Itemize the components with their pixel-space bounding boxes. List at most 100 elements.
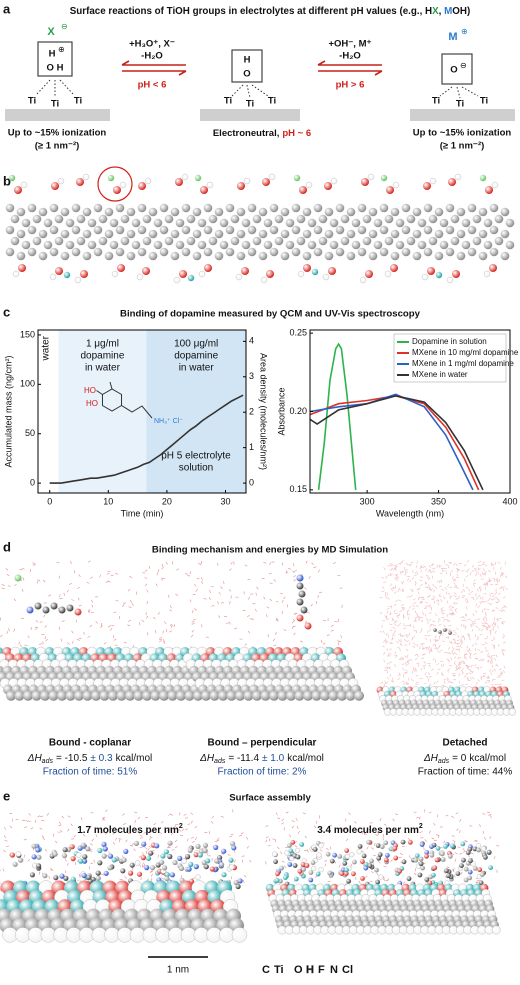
water [323, 620, 327, 622]
y-axis-title: Accumulated mass (ng/cm²) [3, 355, 13, 467]
water [428, 830, 431, 834]
water [467, 618, 471, 621]
water [448, 605, 451, 609]
water [422, 611, 424, 615]
atom [136, 273, 144, 281]
water [368, 829, 372, 832]
water [128, 606, 132, 608]
water [194, 837, 197, 840]
x-tick-label: 30 [220, 496, 230, 506]
water [401, 845, 405, 848]
panel-label: d [3, 539, 11, 554]
atom [500, 207, 510, 217]
water [377, 860, 381, 864]
water [385, 615, 387, 619]
atom [62, 847, 68, 853]
water [412, 636, 415, 639]
water [200, 624, 203, 628]
water [441, 610, 443, 614]
water [486, 581, 489, 585]
water [423, 665, 425, 670]
water [452, 601, 456, 605]
reagents: +OH⁻, M⁺ [328, 39, 371, 50]
water [492, 609, 494, 613]
water [503, 665, 506, 669]
water [385, 632, 388, 636]
atom [368, 251, 378, 261]
atom [197, 852, 203, 858]
atom [401, 203, 411, 213]
surface-model [5, 166, 515, 284]
water [404, 669, 408, 672]
water [32, 562, 36, 565]
water [455, 584, 457, 588]
water [446, 866, 450, 869]
water [459, 644, 462, 648]
atom [70, 856, 76, 862]
water [452, 672, 456, 675]
atom [465, 850, 471, 855]
water [417, 615, 421, 619]
atom [335, 203, 345, 213]
water [439, 580, 441, 584]
atom [176, 690, 186, 701]
water [201, 577, 203, 581]
water [383, 567, 386, 570]
atom [424, 877, 430, 882]
atom [505, 218, 515, 228]
atom [120, 868, 126, 874]
water [3, 835, 6, 839]
atom [335, 225, 345, 235]
water [419, 630, 422, 634]
atom [335, 247, 345, 257]
water [41, 835, 45, 838]
atom [489, 225, 499, 235]
water [497, 562, 501, 564]
water [404, 655, 408, 659]
water [426, 630, 429, 634]
atom [177, 855, 183, 862]
atom [104, 207, 114, 217]
water [418, 663, 420, 667]
water [416, 662, 420, 665]
atom [351, 240, 361, 250]
atom [328, 690, 339, 701]
water [430, 647, 432, 651]
water [272, 838, 276, 840]
atom [477, 867, 483, 873]
water [386, 618, 389, 621]
atom [219, 240, 229, 250]
energy: ΔHads = -10.5 ± 0.3 kcal/mol [27, 753, 153, 765]
atom [82, 690, 93, 701]
water [440, 599, 443, 603]
atom [126, 229, 136, 239]
water [281, 818, 284, 822]
y2-tick-label: 4 [249, 336, 254, 346]
atom [400, 839, 406, 845]
water [498, 674, 502, 677]
x-tick-label: 0 [47, 496, 52, 506]
water [395, 564, 398, 567]
atom [231, 845, 237, 851]
atom [80, 270, 88, 278]
atom [208, 214, 218, 224]
atom [461, 240, 471, 250]
atom [345, 690, 356, 701]
caption: 1.7 molecules per nm2 [77, 823, 183, 836]
water [294, 845, 298, 848]
water [390, 583, 392, 587]
atom [461, 218, 471, 228]
atom [439, 240, 449, 250]
atom [303, 690, 313, 701]
water [501, 606, 504, 609]
atom [154, 843, 160, 849]
water [40, 815, 44, 817]
water [448, 684, 452, 687]
water [454, 602, 458, 605]
water [482, 561, 486, 564]
water [453, 562, 456, 566]
bond [96, 390, 103, 395]
water [454, 669, 459, 671]
atom [170, 207, 180, 217]
water [470, 596, 474, 599]
